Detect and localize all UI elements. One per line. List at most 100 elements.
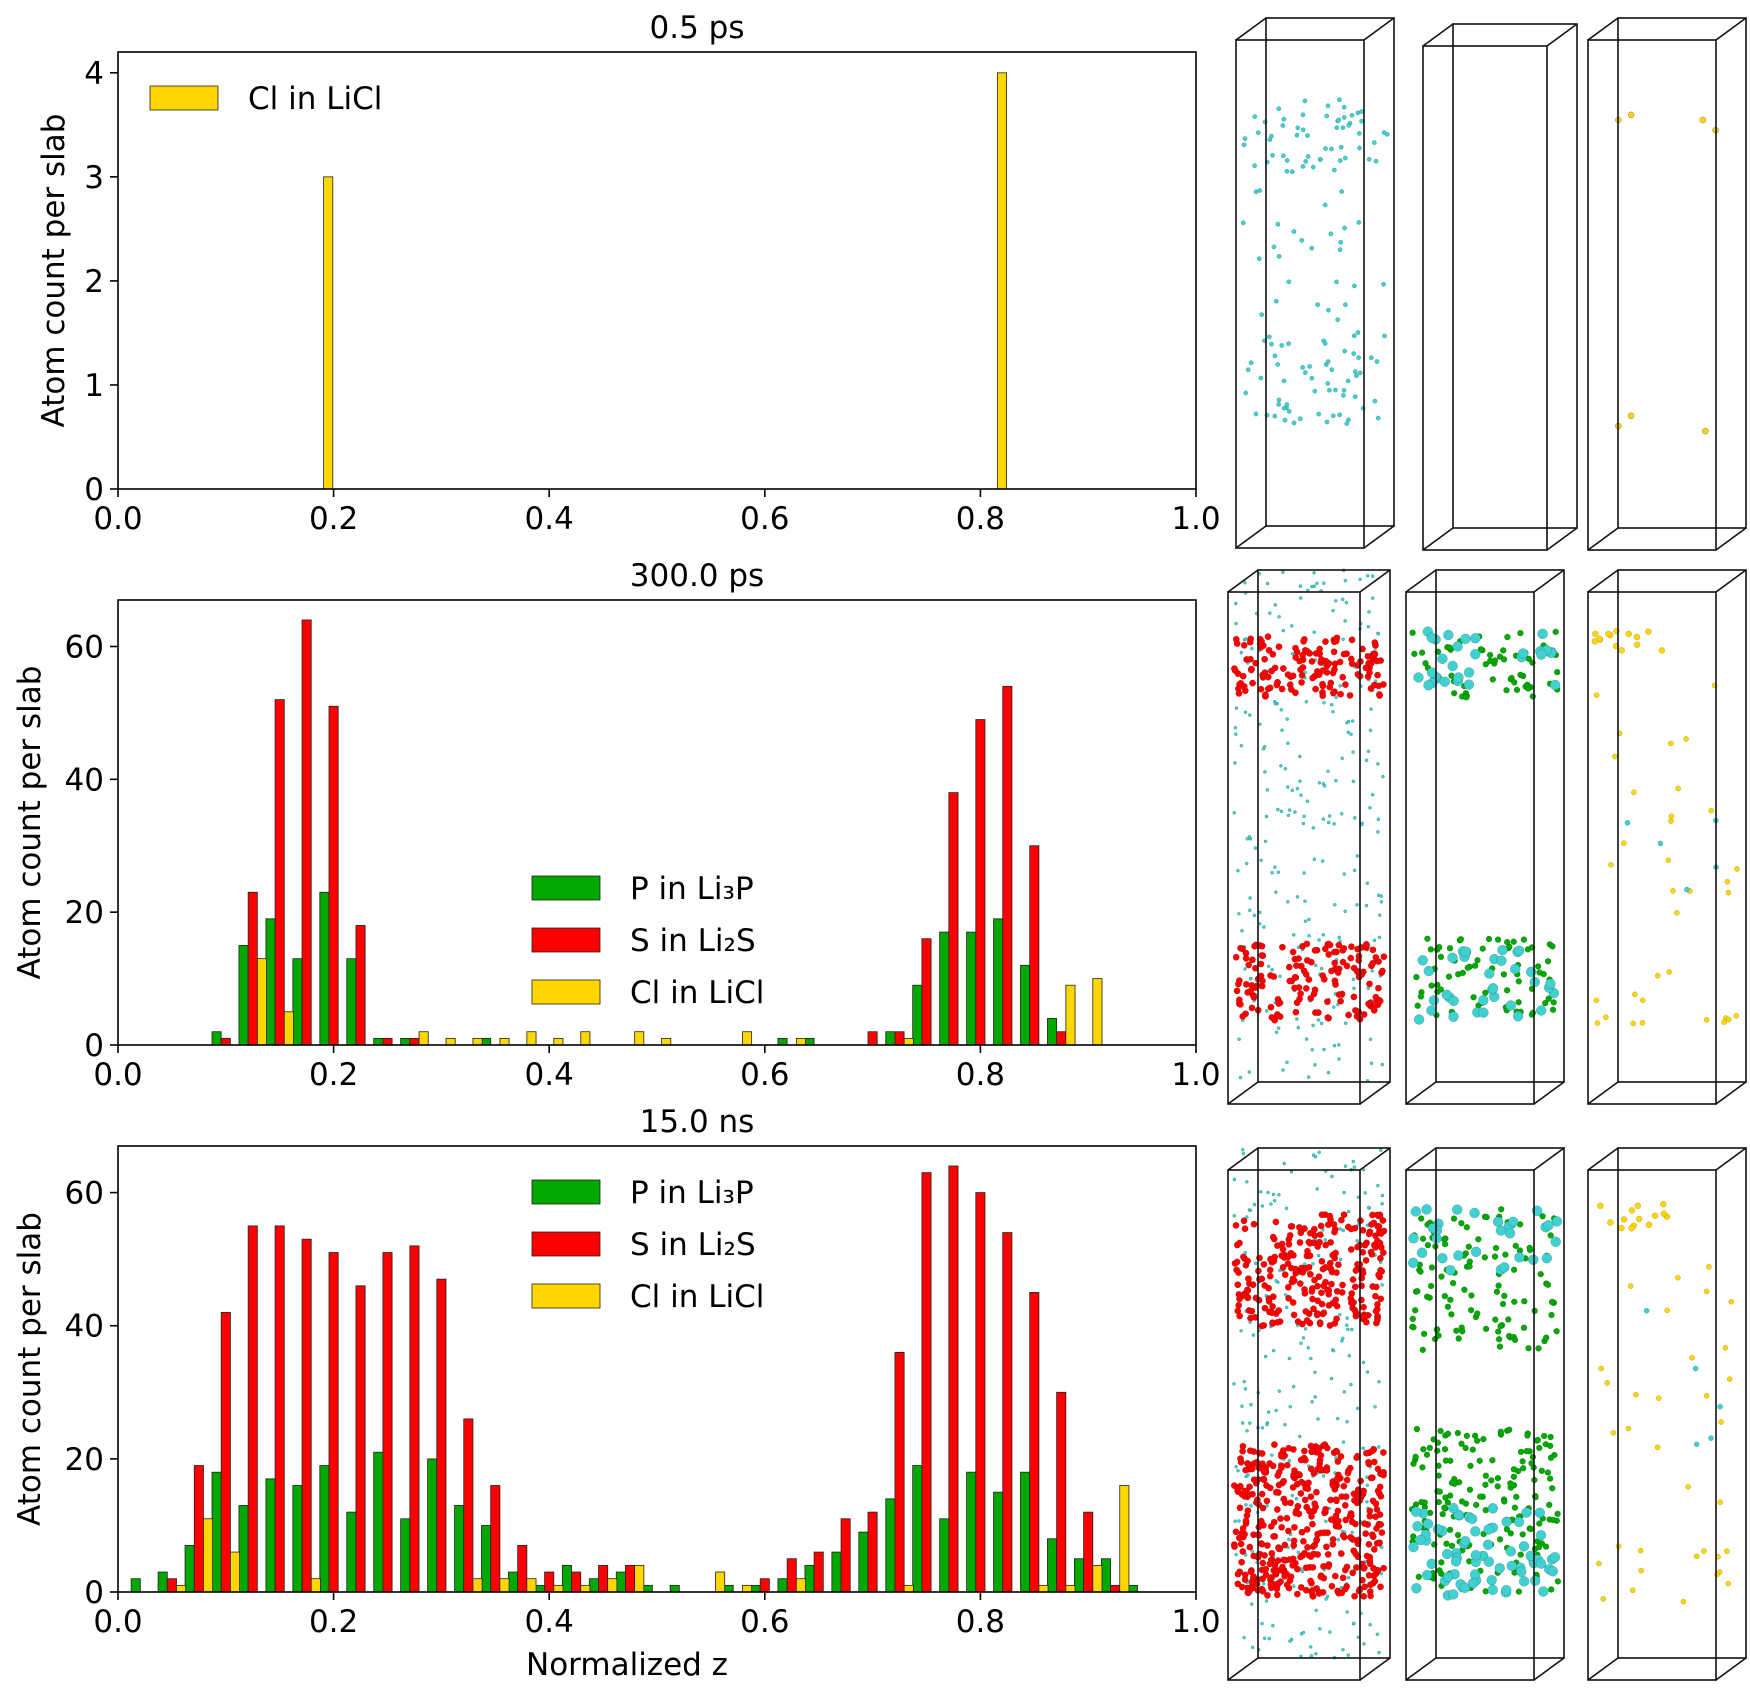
atom (1349, 1569, 1357, 1577)
atom (1249, 1281, 1257, 1289)
atom (1407, 1257, 1419, 1269)
atom (1262, 744, 1267, 749)
atom (1337, 412, 1343, 418)
atom (1303, 940, 1311, 948)
atom (1343, 909, 1347, 914)
bar (220, 1312, 231, 1593)
atom (1424, 935, 1431, 942)
atom (1342, 155, 1348, 161)
atom (1344, 600, 1349, 605)
bar (319, 1465, 330, 1593)
atom (1292, 1509, 1300, 1517)
atom (1495, 1225, 1507, 1236)
box-edge (1715, 527, 1747, 551)
atom (1237, 1037, 1241, 1041)
atom (1276, 397, 1282, 403)
legend-swatch (531, 1231, 601, 1257)
atom (1237, 1540, 1245, 1548)
atom (1303, 919, 1308, 924)
bar (499, 1037, 510, 1046)
atom (1326, 307, 1331, 313)
atom (1287, 1356, 1292, 1361)
atom (1283, 1461, 1291, 1469)
atom (1276, 106, 1282, 112)
atom (1411, 1583, 1422, 1594)
atom (1379, 1545, 1384, 1549)
bar (346, 1511, 357, 1593)
atom (1264, 1592, 1271, 1599)
atom (1514, 1252, 1525, 1263)
atom (1318, 1289, 1325, 1297)
atom (1303, 1317, 1311, 1324)
atom (1234, 1552, 1238, 1557)
atom (1282, 417, 1288, 423)
atom (1341, 1501, 1349, 1509)
atom (1305, 133, 1310, 139)
atom (1245, 1180, 1249, 1184)
atom (1365, 1458, 1372, 1466)
atom (1280, 123, 1286, 128)
atom (1412, 1453, 1419, 1461)
atom (1343, 578, 1348, 583)
atom (1263, 770, 1267, 774)
atom (1268, 1584, 1275, 1592)
atom (1266, 1484, 1274, 1492)
atom (1266, 1266, 1274, 1274)
atom (1306, 1507, 1313, 1515)
atom (1239, 743, 1244, 748)
atom (1693, 1441, 1700, 1448)
atom (1279, 943, 1286, 951)
atom (1241, 1487, 1249, 1495)
atom (1305, 976, 1313, 983)
atom (1285, 963, 1293, 971)
atom (1352, 394, 1358, 400)
bar (265, 1478, 276, 1593)
atom (1266, 684, 1274, 692)
atom (1592, 630, 1599, 637)
atom (1314, 1282, 1321, 1290)
atom (1302, 1564, 1310, 1572)
atom (1439, 676, 1451, 687)
atom (1313, 1488, 1320, 1496)
atom (1333, 387, 1338, 393)
atom (1314, 668, 1321, 675)
atom (1295, 786, 1300, 791)
atom (1370, 596, 1375, 600)
atom (1301, 821, 1306, 826)
x-tick-label: 0.8 (956, 1057, 1005, 1093)
atom (1524, 685, 1532, 692)
atom (1635, 1215, 1643, 1223)
atom (1279, 809, 1284, 814)
atom (1484, 968, 1495, 979)
atom (1295, 1224, 1303, 1231)
bar (283, 1011, 294, 1046)
atom (1333, 1287, 1341, 1295)
bar (831, 1551, 842, 1593)
bar (948, 792, 959, 1046)
x-tick-label: 0.4 (525, 1057, 574, 1093)
atom (1360, 1313, 1368, 1321)
atom (1513, 1493, 1520, 1501)
atom (1234, 1570, 1242, 1578)
bar (885, 1498, 896, 1593)
atom (1344, 421, 1350, 426)
atom (1315, 1273, 1323, 1281)
atom (1377, 913, 1382, 918)
atom (1703, 1017, 1710, 1023)
atom (1264, 814, 1269, 819)
atom (1365, 1540, 1373, 1548)
atom (1248, 1421, 1252, 1425)
atom (1339, 673, 1347, 681)
atom (1235, 977, 1243, 984)
atom (1503, 987, 1511, 994)
atom (1479, 945, 1486, 952)
atom (1240, 641, 1248, 649)
bar (894, 1351, 905, 1593)
atom (1242, 1466, 1250, 1474)
atom (1334, 1507, 1342, 1515)
atom (1480, 1435, 1487, 1443)
bar (1092, 1564, 1103, 1593)
atom (1273, 603, 1278, 607)
atom (1274, 1242, 1281, 1250)
atom (1296, 1025, 1301, 1030)
